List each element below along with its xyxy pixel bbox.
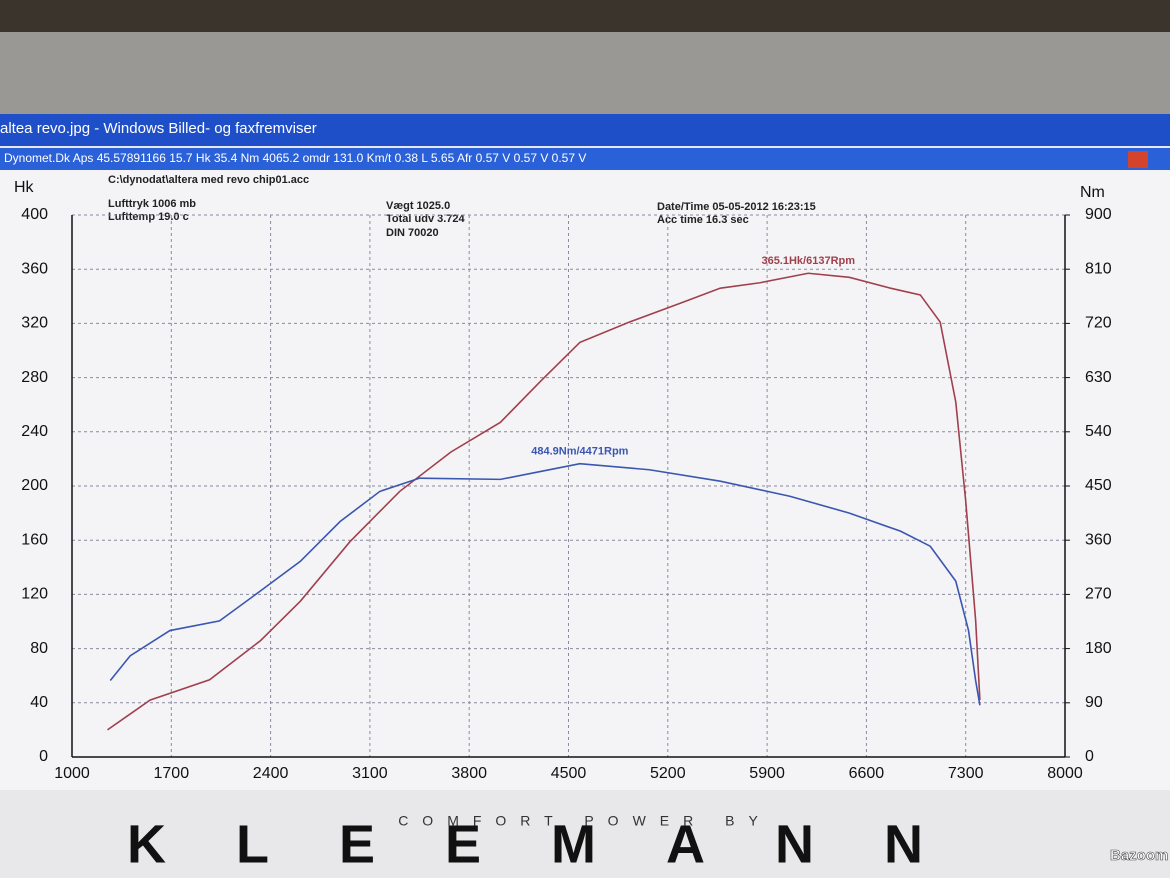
y2-tick-label: 450 [1085,477,1112,494]
x-tick-label: 4500 [551,765,587,782]
y2-tick-label: 270 [1085,586,1112,603]
y2-tick-label: 900 [1085,206,1112,223]
y2-tick-label: 90 [1085,694,1103,711]
x-tick-label: 3800 [451,765,487,782]
y-tick-label: 320 [21,315,48,332]
series-line [109,462,981,706]
peak-annotation: 365.1Hk/6137Rpm [761,255,855,267]
x-tick-label: 5900 [749,765,785,782]
x-tick-label: 1000 [54,765,90,782]
temp: Lufttemp 19.0 c [108,211,189,223]
y-tick-label: 160 [21,531,48,548]
app-title: Dynomet.Dk Aps 45.57891166 15.7 Hk 35.4 … [4,151,586,165]
y2-tick-label: 810 [1085,260,1112,277]
window-titlebar [0,114,1170,146]
y-tick-label: 0 [39,748,48,765]
x-tick-label: 2400 [253,765,289,782]
brand: KLEEMANN [127,814,993,874]
y-tick-label: 400 [21,206,48,223]
desk [0,0,1170,36]
y-tick-label: 360 [21,260,48,277]
y2-tick-label: 0 [1085,748,1094,765]
y2-tick-label: 180 [1085,640,1112,657]
y2-axis-label: Nm [1080,184,1105,201]
x-tick-label: 1700 [154,765,190,782]
x-tick-label: 6600 [849,765,885,782]
x-tick-label: 8000 [1047,765,1083,782]
chart-area [0,170,1170,790]
peak-annotation: 484.9Nm/4471Rpm [531,446,628,458]
din: DIN 70020 [386,227,439,239]
pressure: Lufttryk 1006 mb [108,198,196,210]
y-tick-label: 80 [30,640,48,657]
tagline: COMFORT POWER BY [398,813,772,829]
y-tick-label: 240 [21,423,48,440]
file-path: C:\dynodat\altera med revo chip01.acc [108,174,309,186]
x-tick-label: 3100 [352,765,388,782]
date: Date/Time 05-05-2012 16:23:15 [657,201,816,213]
x-tick-label: 7300 [948,765,984,782]
y-tick-label: 120 [21,586,48,603]
app-titlebar [0,148,1170,170]
total: Total udv 3.724 [386,213,466,225]
window-title: altea revo.jpg - Windows Billed- og faxf… [0,120,317,137]
y-tick-label: 200 [21,477,48,494]
watermark: Bazoom [1110,847,1168,864]
acc-time: Acc time 16.3 sec [657,214,749,226]
y2-tick-label: 540 [1085,423,1112,440]
series-line [107,272,981,731]
y2-tick-label: 360 [1085,531,1112,548]
y-tick-label: 280 [21,369,48,386]
bezel [0,32,1170,114]
x-tick-label: 5200 [650,765,686,782]
y-axis-label: Hk [14,179,35,196]
close-button[interactable] [1128,151,1148,168]
y2-tick-label: 720 [1085,315,1112,332]
y-tick-label: 40 [30,694,48,711]
y2-tick-label: 630 [1085,369,1112,386]
weight: Vægt 1025.0 [386,200,450,212]
